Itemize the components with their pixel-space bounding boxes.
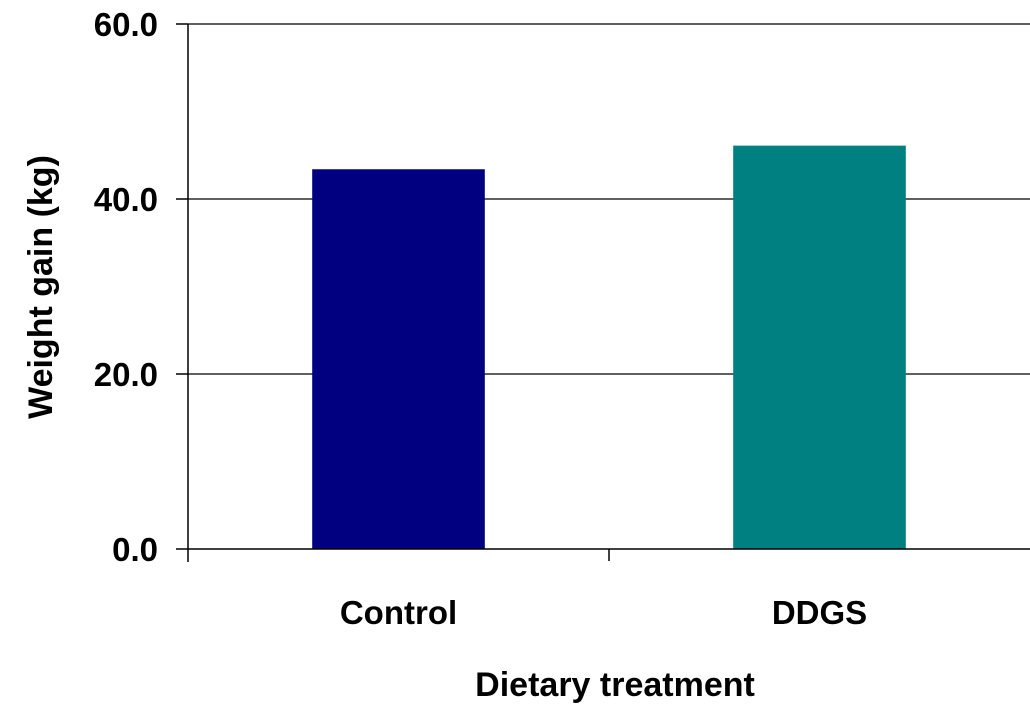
x-axis-title: Dietary treatment [475, 666, 755, 704]
bar-ddgs [733, 145, 906, 549]
y-tick-label: 40.0 [94, 181, 158, 218]
x-tick-label: Control [340, 594, 457, 631]
bar-control [312, 169, 485, 549]
x-tick-labels: Control DDGS [340, 549, 867, 631]
y-tick-label: 60.0 [94, 6, 158, 43]
y-tick-labels: 0.0 20.0 40.0 60.0 [94, 6, 188, 568]
x-tick-label: DDGS [772, 594, 867, 631]
y-tick-label: 20.0 [94, 356, 158, 393]
bars [312, 145, 906, 549]
y-tick-label: 0.0 [112, 531, 158, 568]
y-axis-title: Weight gain (kg) [22, 155, 60, 419]
